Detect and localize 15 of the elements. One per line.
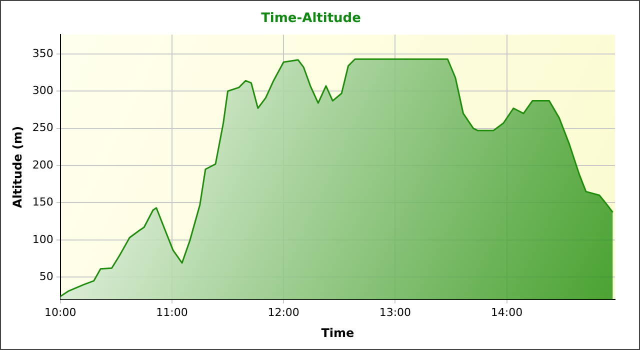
y-tick-label: 300 xyxy=(32,84,54,97)
x-tick-label: 10:00 xyxy=(44,306,76,319)
x-axis-title: Time xyxy=(321,326,354,340)
x-tick-label: 11:00 xyxy=(156,306,188,319)
x-tick-label: 13:00 xyxy=(379,306,412,319)
x-tick-label: 14:00 xyxy=(490,306,523,319)
y-axis-title: Altitude (m) xyxy=(10,126,24,208)
y-tick-label: 50 xyxy=(39,270,54,283)
chart-title: Time-Altitude xyxy=(261,11,362,26)
x-tick-label: 12:00 xyxy=(268,306,300,319)
y-tick-label: 200 xyxy=(32,158,54,172)
y-tick-label: 350 xyxy=(32,46,54,60)
y-tick-label: 100 xyxy=(32,232,54,246)
y-tick-label: 250 xyxy=(32,121,54,134)
y-tick-label: 150 xyxy=(32,196,54,209)
